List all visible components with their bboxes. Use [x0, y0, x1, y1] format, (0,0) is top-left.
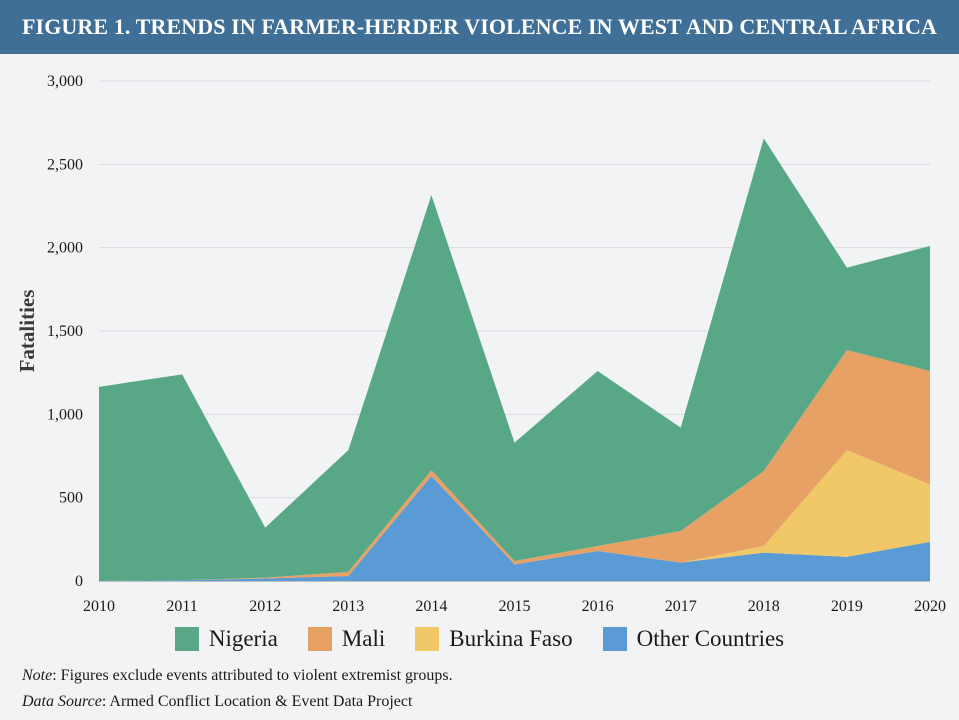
- footnote-source: Data Source: Armed Conflict Location & E…: [22, 693, 412, 711]
- legend-label-other-countries: Other Countries: [636, 626, 785, 651]
- x-tick-label: 2013: [332, 598, 364, 615]
- source-prefix: Data Source: [22, 693, 102, 710]
- legend-item-mali: Mali: [307, 626, 386, 652]
- area-nigeria: [99, 138, 930, 581]
- x-tick-label: 2014: [415, 598, 447, 615]
- x-tick-label: 2010: [83, 598, 115, 615]
- legend-item-other-countries: Other Countries: [602, 626, 785, 652]
- y-tick-label: 1,500: [47, 323, 83, 340]
- legend-swatch-burkina-faso: [415, 627, 440, 651]
- area-burkina-faso: [99, 450, 930, 581]
- x-tick-label: 2018: [748, 598, 780, 615]
- area-mali: [99, 350, 930, 581]
- x-tick-label: 2019: [831, 598, 863, 615]
- legend-label-mali: Mali: [341, 626, 386, 651]
- y-tick-label: 500: [59, 490, 83, 507]
- chart-title: FIGURE 1. TRENDS IN FARMER-HERDER VIOLEN…: [0, 0, 959, 54]
- legend-label-nigeria: Nigeria: [208, 626, 278, 651]
- note-prefix: Note: [22, 667, 53, 684]
- legend-swatch-nigeria: [174, 627, 199, 651]
- x-tick-label: 2016: [582, 598, 614, 615]
- x-tick-label: 2017: [665, 598, 697, 615]
- y-tick-label: 3,000: [47, 73, 83, 90]
- stacked-area-chart: 0 500 1,000 1,500 2,000 2,500 3,000 2010 2011 201…: [15, 73, 946, 615]
- legend-swatch-mali: [307, 627, 332, 651]
- x-tick-label: 2020: [914, 598, 946, 615]
- x-tick-label: 2012: [249, 598, 281, 615]
- y-tick-label: 2,000: [47, 240, 83, 257]
- chart-legend: Nigeria Mali Burkina Faso Other Countrie…: [0, 621, 959, 657]
- source-text: : Armed Conflict Location & Event Data P…: [101, 693, 413, 710]
- y-tick-label: 0: [75, 573, 83, 590]
- y-tick-label: 2,500: [47, 156, 83, 173]
- footnote-note: Note: Figures exclude events attributed …: [22, 667, 453, 685]
- y-axis-label: Fatalities: [15, 290, 39, 373]
- note-text: : Figures exclude events attributed to v…: [52, 667, 453, 684]
- legend-item-burkina-faso: Burkina Faso: [415, 626, 573, 652]
- legend-swatch-other-countries: [602, 627, 627, 651]
- x-tick-label: 2011: [166, 598, 197, 615]
- area-other-countries: [99, 476, 930, 581]
- legend-label-burkina-faso: Burkina Faso: [449, 626, 573, 651]
- x-tick-label: 2015: [499, 598, 531, 615]
- legend-item-nigeria: Nigeria: [174, 626, 278, 652]
- y-tick-label: 1,000: [47, 406, 83, 423]
